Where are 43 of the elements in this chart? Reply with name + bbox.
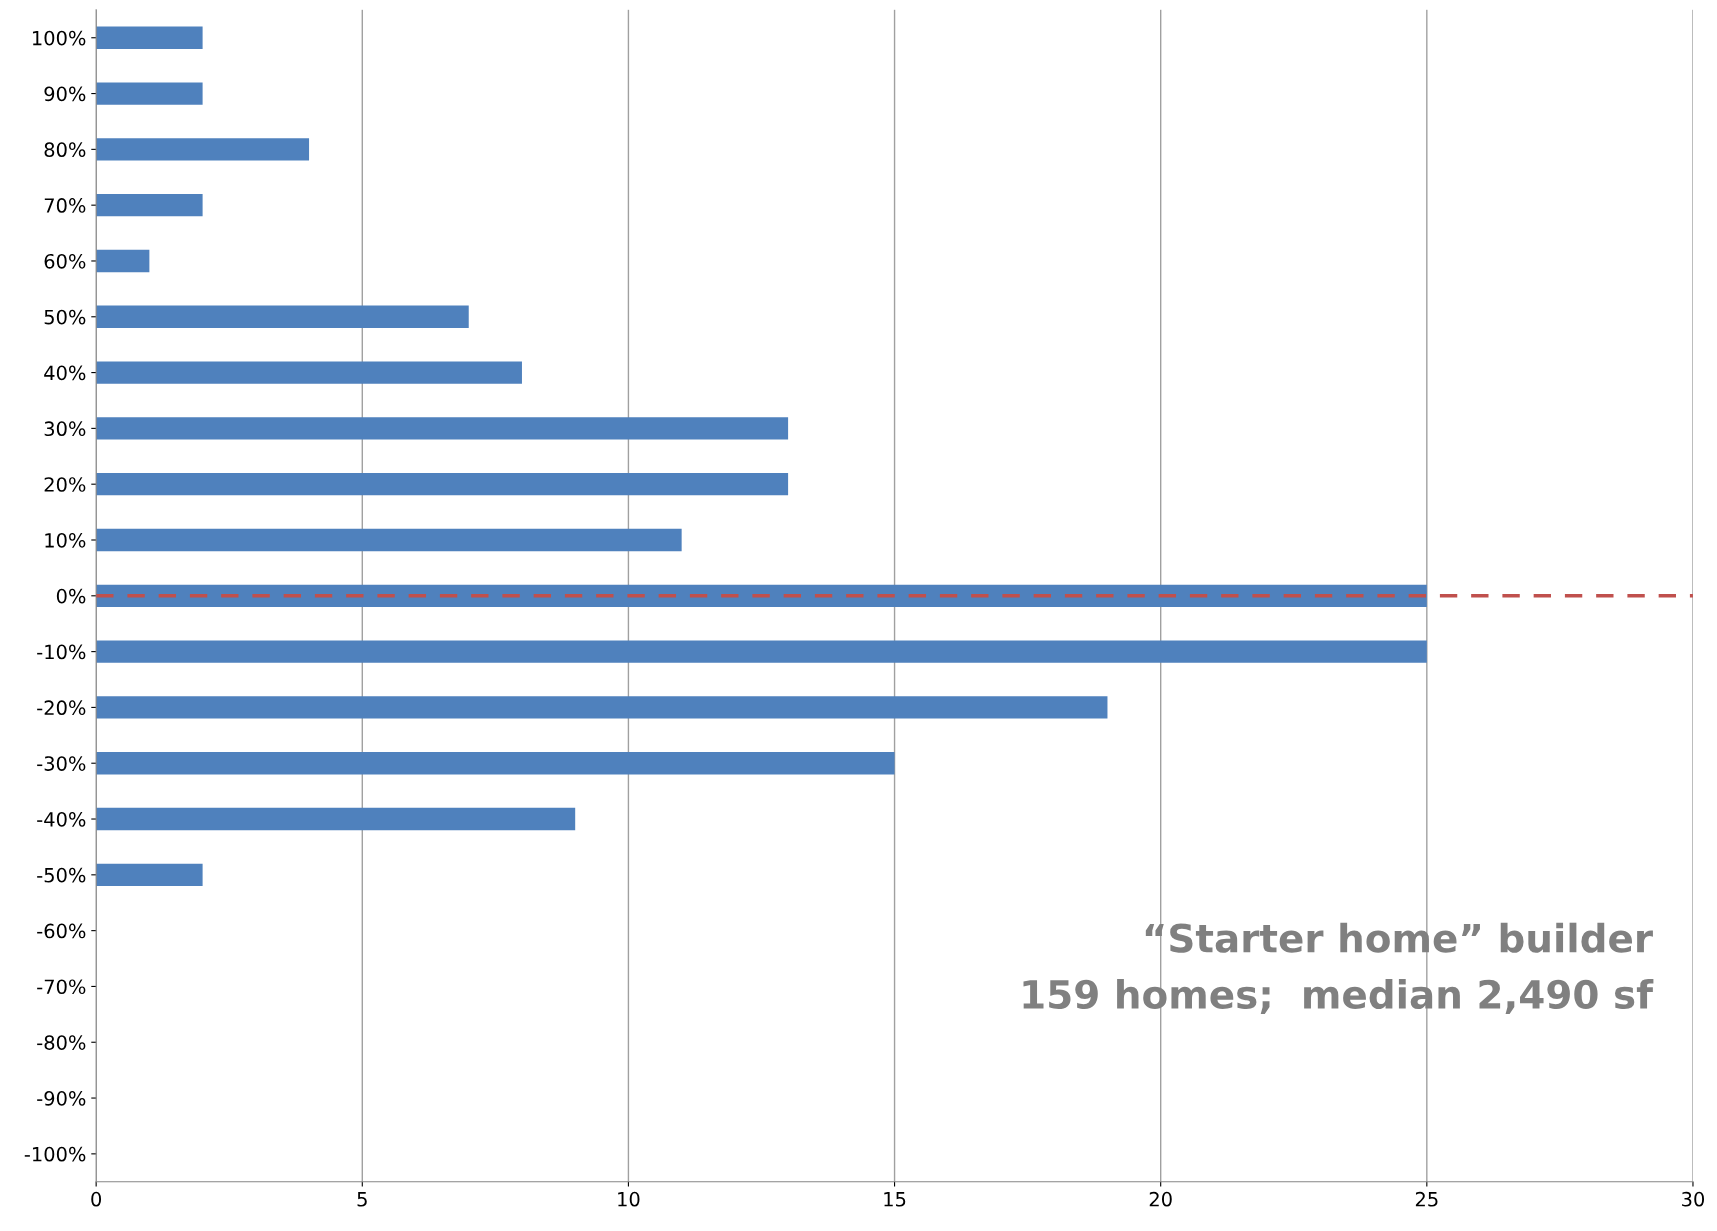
bar (96, 640, 1427, 663)
x-tick-label: 5 (357, 1192, 367, 1207)
bar (96, 807, 576, 831)
y-tick-label: -40% (37, 811, 86, 827)
x-tick-label: 20 (1149, 1191, 1172, 1207)
bar (96, 26, 203, 49)
bar (96, 473, 789, 496)
y-tick-label: 0% (56, 588, 86, 604)
y-tick-label: -30% (37, 756, 86, 771)
bar (96, 863, 203, 886)
y-tick-label: -90% (37, 1091, 86, 1106)
bar (96, 305, 469, 328)
x-tick-label: 25 (1415, 1191, 1438, 1207)
y-tick-label: 20% (44, 477, 86, 492)
y-tick-label: 60% (44, 253, 86, 269)
bar (96, 138, 310, 161)
y-tick-label: -10% (37, 644, 86, 660)
y-tick-label: -50% (37, 867, 86, 883)
y-tick-label: 70% (44, 198, 86, 213)
y-tick-label: -80% (37, 1035, 86, 1050)
y-tick-label: 90% (44, 86, 86, 102)
bar (96, 194, 203, 217)
x-tick-label: 0 (91, 1191, 102, 1207)
bar (96, 417, 789, 440)
x-tick-label: 30 (1682, 1191, 1705, 1207)
x-tick-label: 10 (618, 1191, 640, 1207)
bar (96, 696, 1108, 719)
y-tick-label: -60% (37, 923, 86, 939)
y-tick-label: 10% (45, 532, 86, 548)
y-tick-label: 30% (44, 421, 86, 437)
bar (96, 82, 203, 105)
bar (96, 752, 895, 775)
bar (96, 528, 682, 552)
y-tick-label: 50% (44, 309, 86, 325)
y-tick-label: 80% (44, 142, 86, 158)
y-tick-label: -100% (24, 1146, 86, 1162)
bar (96, 361, 522, 384)
x-tick-label: 15 (884, 1192, 906, 1207)
y-tick-label: -20% (37, 700, 86, 716)
y-tick-label: 100% (32, 30, 86, 46)
bar (96, 249, 150, 273)
y-tick-label: 40% (44, 365, 86, 381)
y-tick-label: -70% (37, 979, 86, 995)
